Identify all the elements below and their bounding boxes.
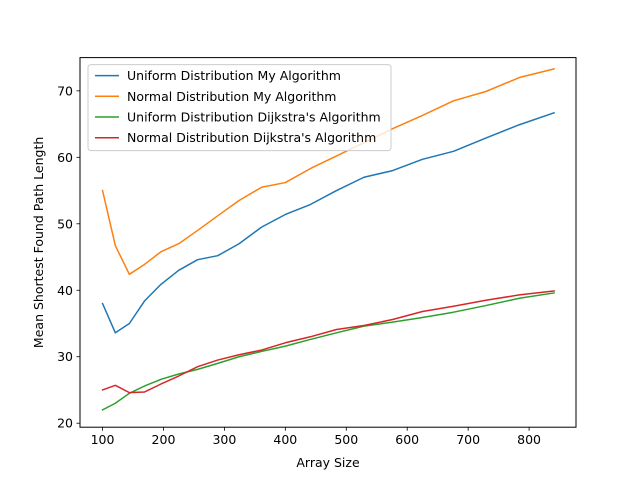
y-tick-label: 70 [57,83,73,98]
legend-box [87,64,392,152]
y-tick-label: 50 [57,216,73,231]
plot-frame [79,57,577,428]
x-tick-label: 800 [517,432,541,447]
x-axis: 100 200 300 400 500 600 700 800 [91,427,541,447]
y-axis: 20 30 40 50 60 70 [57,83,80,431]
legend-label-2: Uniform Distribution Dijkstra's Algorith… [127,110,381,125]
y-tick-label: 20 [57,416,73,431]
legend-label-0: Uniform Distribution My Algorithm [127,68,341,83]
x-tick-label: 700 [456,432,480,447]
series-line-2 [101,292,555,411]
x-axis-label: Array Size [296,455,360,470]
y-axis-label: Mean Shortest Found Path Length [31,137,46,348]
y-tick-label: 60 [57,150,73,165]
x-tick-label: 500 [334,432,358,447]
series-line-0 [101,111,556,334]
series-line-3 [101,290,555,394]
y-tick-label: 40 [57,283,73,298]
y-tick-label: 30 [57,349,73,364]
legend-label-1: Normal Distribution My Algorithm [127,89,336,104]
plot-lines [101,67,556,411]
x-tick-label: 100 [91,432,115,447]
x-tick-label: 400 [273,432,297,447]
legend: Uniform Distribution My Algorithm Normal … [87,64,392,152]
x-tick-label: 300 [212,432,236,447]
x-tick-label: 200 [152,432,176,447]
x-tick-label: 600 [395,432,419,447]
series-line-1 [101,67,555,276]
legend-label-3: Normal Distribution Dijkstra's Algorithm [127,130,376,145]
